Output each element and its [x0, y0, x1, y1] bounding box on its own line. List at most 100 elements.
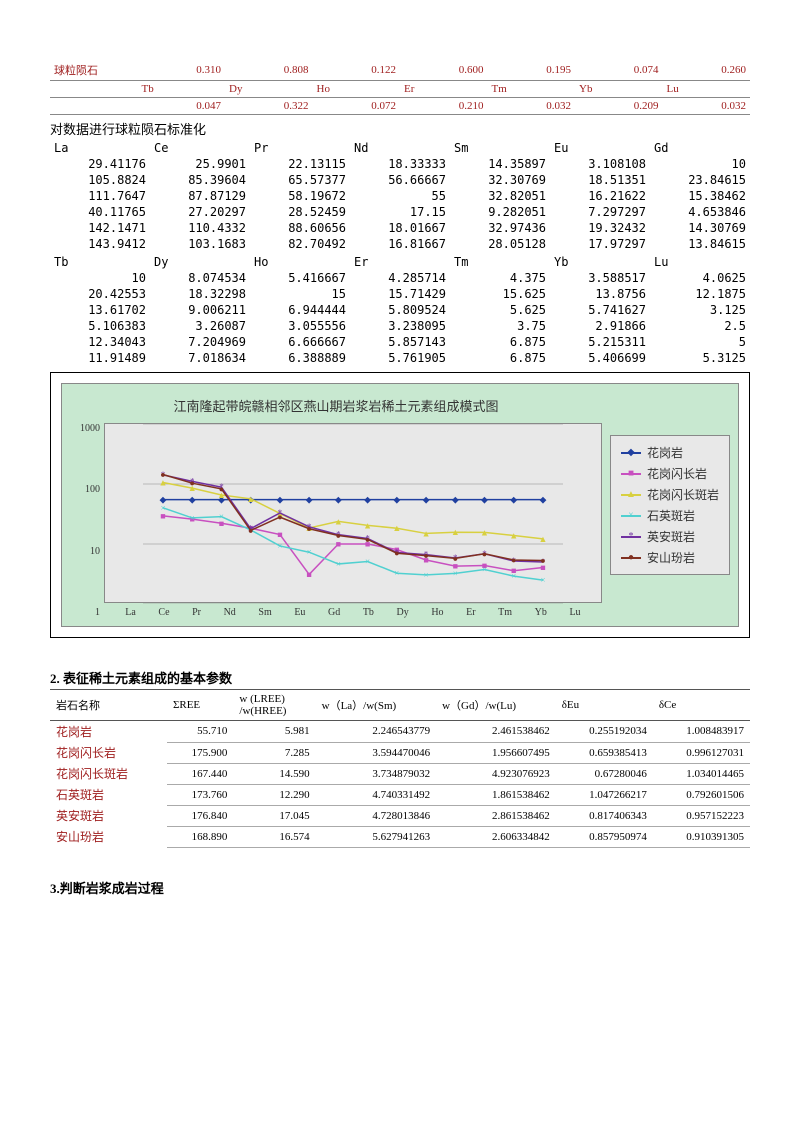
param-cell: 0.817406343 [556, 805, 653, 826]
col-header: La [50, 140, 150, 156]
table-cell: 14.35897 [450, 156, 550, 172]
svg-text:◆: ◆ [189, 495, 196, 505]
param-cell: 1.047266217 [556, 784, 653, 805]
param-header: δEu [556, 690, 653, 721]
table-cell: 32.30769 [450, 172, 550, 188]
svg-text:●: ● [336, 531, 341, 541]
svg-text:◆: ◆ [393, 495, 400, 505]
svg-text:▲: ▲ [509, 530, 518, 540]
col-header: Nd [350, 140, 450, 156]
table-cell: 4.375 [450, 270, 550, 286]
plot-area: ◆◆◆◆◆◆◆◆◆◆◆◆◆◆■■■■■■■■■■■■■■▲▲▲▲▲▲▲▲▲▲▲▲… [104, 423, 602, 603]
table-cell: 5.741627 [550, 302, 650, 318]
col-header: Dy [150, 254, 250, 270]
table-cell: 5.761905 [350, 350, 450, 366]
svg-text:●: ● [160, 470, 165, 480]
col-header: Er [350, 254, 450, 270]
table-cell: 18.32298 [150, 286, 250, 302]
param-cell: 7.285 [233, 742, 315, 763]
table-cell: 58.19672 [250, 188, 350, 204]
svg-text:●: ● [394, 548, 399, 558]
svg-text:●: ● [511, 555, 516, 565]
table-cell: 18.51351 [550, 172, 650, 188]
table-cell: 2.5 [650, 318, 750, 334]
table-cell: 18.33333 [350, 156, 450, 172]
svg-text:◆: ◆ [335, 495, 342, 505]
table-cell: 3.588517 [550, 270, 650, 286]
col-header: Tm [450, 254, 550, 270]
table-cell: 5.215311 [550, 334, 650, 350]
table-cell: 15 [250, 286, 350, 302]
table-cell: 13.84615 [650, 236, 750, 252]
param-cell: 55.710 [167, 721, 233, 743]
legend-item: ■花岗闪长岩 [621, 465, 719, 482]
svg-text:×: × [277, 541, 282, 551]
table-cell: 14.30769 [650, 220, 750, 236]
table-cell: 13.61702 [50, 302, 150, 318]
param-cell: 2.606334842 [436, 826, 556, 847]
legend-item: ▲花岗闪长斑岩 [621, 486, 719, 503]
table-cell: 6.875 [450, 350, 550, 366]
legend-item: ◆花岗岩 [621, 444, 719, 461]
param-cell: 4.740331492 [316, 784, 436, 805]
table-cell: 5.106383 [50, 318, 150, 334]
svg-text:◆: ◆ [306, 495, 313, 505]
table-cell: 17.97297 [550, 236, 650, 252]
svg-text:▲: ▲ [539, 534, 548, 544]
param-cell: 1.034014465 [653, 763, 750, 784]
param-header: w (LREE)/w(HREE) [233, 690, 315, 721]
table-cell: 19.32432 [550, 220, 650, 236]
table-cell: 10 [650, 156, 750, 172]
table-cell: 28.05128 [450, 236, 550, 252]
table-cell: 40.11765 [50, 204, 150, 220]
param-cell: 175.900 [167, 742, 233, 763]
table-cell: 10 [50, 270, 150, 286]
table-cell: 29.41176 [50, 156, 150, 172]
table-cell: 5.857143 [350, 334, 450, 350]
table-cell: 22.13115 [250, 156, 350, 172]
svg-text:×: × [540, 575, 545, 585]
table-cell: 27.20297 [150, 204, 250, 220]
table-cell: 6.388889 [250, 350, 350, 366]
col-header: Tb [50, 254, 150, 270]
param-cell: 0.255192034 [556, 721, 653, 743]
chondrite-table: 球粒陨石 0.310 0.808 0.122 0.600 0.195 0.074… [50, 60, 750, 115]
y-axis-labels: 1000100101 [74, 423, 100, 618]
table-cell: 11.91489 [50, 350, 150, 366]
table-cell: 5 [650, 334, 750, 350]
table-cell: 5.3125 [650, 350, 750, 366]
norm-table-2: TbDyHoErTmYbLu 108.0745345.4166674.28571… [50, 254, 750, 366]
col-header: Ce [150, 140, 250, 156]
table-cell: 20.42553 [50, 286, 150, 302]
table-cell: 3.26087 [150, 318, 250, 334]
table-cell: 103.1683 [150, 236, 250, 252]
table-cell: 56.66667 [350, 172, 450, 188]
svg-text:×: × [190, 513, 195, 523]
svg-text:▲: ▲ [392, 523, 401, 533]
table-cell: 5.625 [450, 302, 550, 318]
norm-heading: 对数据进行球粒陨石标准化 [50, 119, 750, 138]
param-cell: 5.627941263 [316, 826, 436, 847]
svg-text:◆: ◆ [510, 495, 517, 505]
table-cell: 3.125 [650, 302, 750, 318]
table-cell: 88.60656 [250, 220, 350, 236]
table-cell: 7.297297 [550, 204, 650, 220]
legend-item: ●安山玢岩 [621, 549, 719, 566]
table-cell: 8.074534 [150, 270, 250, 286]
svg-text:▲: ▲ [363, 520, 372, 530]
rock-name: 石英斑岩 [50, 784, 167, 805]
section-2-head: 2. 表征稀土元素组成的基本参数 [50, 668, 750, 687]
svg-text:▲: ▲ [422, 528, 431, 538]
svg-text:◆: ◆ [423, 495, 430, 505]
table-cell: 28.52459 [250, 204, 350, 220]
param-cell: 168.890 [167, 826, 233, 847]
legend-item: ×石英斑岩 [621, 507, 719, 524]
rock-name: 花岗闪长斑岩 [50, 763, 167, 784]
svg-text:×: × [307, 547, 312, 557]
table-cell: 6.666667 [250, 334, 350, 350]
param-cell: 0.792601506 [653, 784, 750, 805]
table-cell: 17.15 [350, 204, 450, 220]
table-cell: 15.38462 [650, 188, 750, 204]
svg-text:▲: ▲ [334, 516, 343, 526]
param-cell: 176.840 [167, 805, 233, 826]
